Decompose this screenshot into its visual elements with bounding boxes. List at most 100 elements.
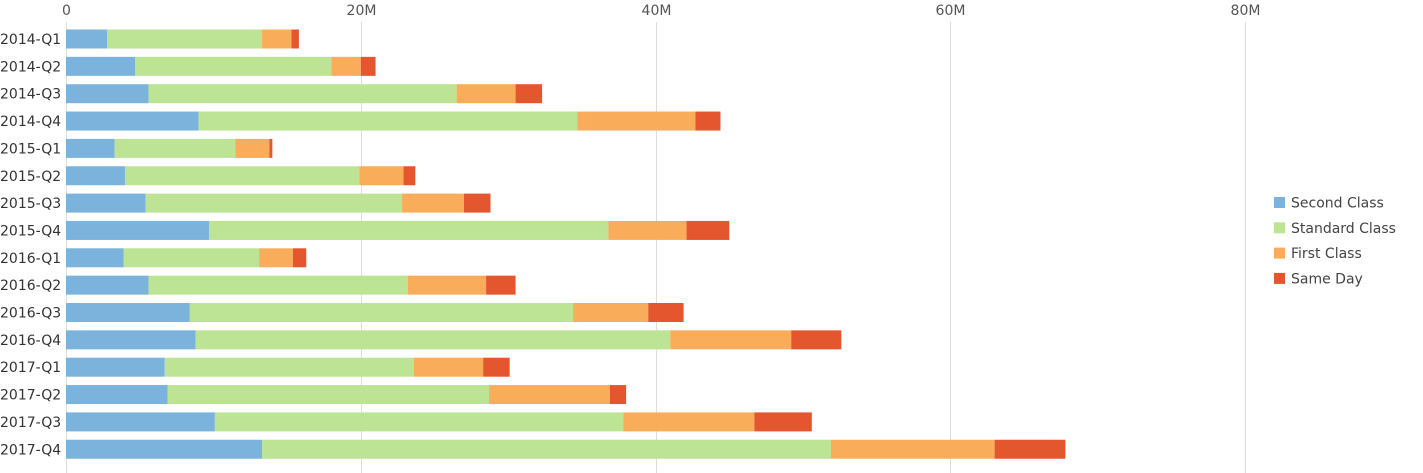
bar-2014-Q2-second-class[interactable] xyxy=(66,56,136,76)
category-label: 2014-Q3 xyxy=(0,87,61,103)
bar-2015-Q2-second-class[interactable] xyxy=(66,166,125,186)
legend-swatch xyxy=(1274,197,1285,208)
legend-swatch xyxy=(1274,247,1285,259)
bar-2015-Q3-second-class[interactable] xyxy=(66,193,146,213)
legend-item-second-class[interactable]: Second Class xyxy=(1274,196,1384,212)
category-label: 2015-Q3 xyxy=(0,196,61,212)
bar-2014-Q4-standard-class[interactable] xyxy=(198,111,578,131)
legend-item-same-day[interactable]: Same Day xyxy=(1274,271,1363,287)
bar-2016-Q4-first-class[interactable] xyxy=(670,330,792,350)
bar-2016-Q1-standard-class[interactable] xyxy=(123,248,260,268)
bar-2014-Q4-second-class[interactable] xyxy=(66,111,199,131)
legend-label: Same Day xyxy=(1291,271,1363,287)
bar-2014-Q4-same-day[interactable] xyxy=(695,111,721,131)
bar-2017-Q3-second-class[interactable] xyxy=(66,412,215,432)
bar-2017-Q4-standard-class[interactable] xyxy=(262,439,832,459)
bar-2016-Q1-first-class[interactable] xyxy=(259,248,293,268)
bar-2014-Q1-standard-class[interactable] xyxy=(107,29,263,49)
bar-2016-Q4-same-day[interactable] xyxy=(791,330,842,350)
bar-2015-Q4-first-class[interactable] xyxy=(608,220,687,240)
bar-2017-Q1-second-class[interactable] xyxy=(66,357,165,377)
legend-item-first-class[interactable]: First Class xyxy=(1274,246,1362,262)
legend-swatch xyxy=(1274,222,1285,234)
legend-swatch xyxy=(1274,272,1285,284)
legend-label: Standard Class xyxy=(1291,221,1396,237)
bar-2017-Q3-first-class[interactable] xyxy=(623,412,755,432)
category-label: 2015-Q2 xyxy=(0,169,61,185)
bar-2014-Q3-second-class[interactable] xyxy=(66,84,149,104)
category-label: 2016-Q1 xyxy=(0,251,61,267)
bar-2014-Q1-second-class[interactable] xyxy=(66,29,108,49)
x-tick-label: 40M xyxy=(642,3,672,19)
bar-2016-Q3-second-class[interactable] xyxy=(66,303,190,322)
category-label: 2014-Q1 xyxy=(0,32,61,48)
bars xyxy=(66,29,1066,459)
bar-2015-Q2-first-class[interactable] xyxy=(359,166,404,186)
bar-2017-Q1-same-day[interactable] xyxy=(483,357,510,377)
bar-2017-Q2-standard-class[interactable] xyxy=(167,385,490,405)
bar-2016-Q2-same-day[interactable] xyxy=(486,275,516,295)
bar-2016-Q3-standard-class[interactable] xyxy=(189,303,574,322)
category-label: 2014-Q4 xyxy=(0,114,61,130)
category-label: 2017-Q2 xyxy=(0,388,61,404)
bar-2014-Q4-first-class[interactable] xyxy=(577,111,696,131)
bar-2017-Q1-standard-class[interactable] xyxy=(164,357,414,377)
bar-2015-Q1-first-class[interactable] xyxy=(235,138,270,158)
x-axis-ticks: 0 20M 40M 60M 80M xyxy=(62,3,1260,19)
bar-2016-Q4-standard-class[interactable] xyxy=(195,330,671,350)
bar-2016-Q1-same-day[interactable] xyxy=(292,248,307,268)
bar-2015-Q4-same-day[interactable] xyxy=(686,220,730,240)
category-label: 2015-Q1 xyxy=(0,141,61,157)
category-label: 2017-Q4 xyxy=(0,442,61,458)
bar-2015-Q1-same-day[interactable] xyxy=(269,138,273,158)
bar-2017-Q3-same-day[interactable] xyxy=(754,412,812,432)
category-label: 2017-Q1 xyxy=(0,360,61,376)
bar-2015-Q4-second-class[interactable] xyxy=(66,220,209,240)
bar-2014-Q2-first-class[interactable] xyxy=(331,56,361,76)
bar-2017-Q3-standard-class[interactable] xyxy=(214,412,624,432)
bar-2015-Q4-standard-class[interactable] xyxy=(208,220,609,240)
bar-2015-Q1-standard-class[interactable] xyxy=(114,138,236,158)
bar-2014-Q3-standard-class[interactable] xyxy=(148,84,457,104)
bar-2015-Q3-same-day[interactable] xyxy=(463,193,491,213)
category-label: 2014-Q2 xyxy=(0,59,61,75)
bar-2017-Q4-first-class[interactable] xyxy=(831,439,995,459)
legend-item-standard-class[interactable]: Standard Class xyxy=(1274,221,1396,237)
bar-2017-Q4-second-class[interactable] xyxy=(66,439,263,459)
bar-2016-Q3-same-day[interactable] xyxy=(648,303,684,322)
bar-2016-Q2-second-class[interactable] xyxy=(66,275,149,295)
legend-label: First Class xyxy=(1291,246,1362,262)
bar-2017-Q4-same-day[interactable] xyxy=(994,439,1066,459)
bar-2017-Q2-same-day[interactable] xyxy=(609,385,627,405)
bar-2014-Q3-first-class[interactable] xyxy=(456,84,516,104)
bar-2014-Q1-same-day[interactable] xyxy=(291,29,299,49)
category-label: 2016-Q4 xyxy=(0,333,61,349)
legend[interactable]: Second Class Standard Class First Class Sam… xyxy=(1274,196,1396,288)
bar-2016-Q2-standard-class[interactable] xyxy=(148,275,408,295)
category-label: 2016-Q3 xyxy=(0,306,61,322)
bar-2017-Q2-first-class[interactable] xyxy=(489,385,610,405)
x-tick-label: 80M xyxy=(1231,3,1261,19)
bar-2016-Q4-second-class[interactable] xyxy=(66,330,196,350)
legend-label: Second Class xyxy=(1291,196,1384,212)
bar-2015-Q3-standard-class[interactable] xyxy=(145,193,403,213)
bar-2015-Q2-same-day[interactable] xyxy=(403,166,416,186)
bar-2016-Q3-first-class[interactable] xyxy=(573,303,649,322)
bar-2015-Q1-second-class[interactable] xyxy=(66,138,115,158)
category-label: 2015-Q4 xyxy=(0,223,61,239)
bar-2015-Q3-first-class[interactable] xyxy=(402,193,464,213)
bar-2014-Q2-same-day[interactable] xyxy=(360,56,376,76)
category-label: 2016-Q2 xyxy=(0,278,61,294)
bar-2016-Q1-second-class[interactable] xyxy=(66,248,124,268)
bar-2016-Q2-first-class[interactable] xyxy=(407,275,487,295)
category-label: 2017-Q3 xyxy=(0,415,61,431)
bar-2017-Q1-first-class[interactable] xyxy=(413,357,484,377)
x-tick-label: 20M xyxy=(347,3,377,19)
bar-2017-Q2-second-class[interactable] xyxy=(66,385,168,405)
bar-2014-Q2-standard-class[interactable] xyxy=(135,56,332,76)
bar-2014-Q1-first-class[interactable] xyxy=(262,29,292,49)
bar-2015-Q2-standard-class[interactable] xyxy=(124,166,360,186)
bar-2014-Q3-same-day[interactable] xyxy=(515,84,543,104)
x-tick-label: 60M xyxy=(936,3,966,19)
